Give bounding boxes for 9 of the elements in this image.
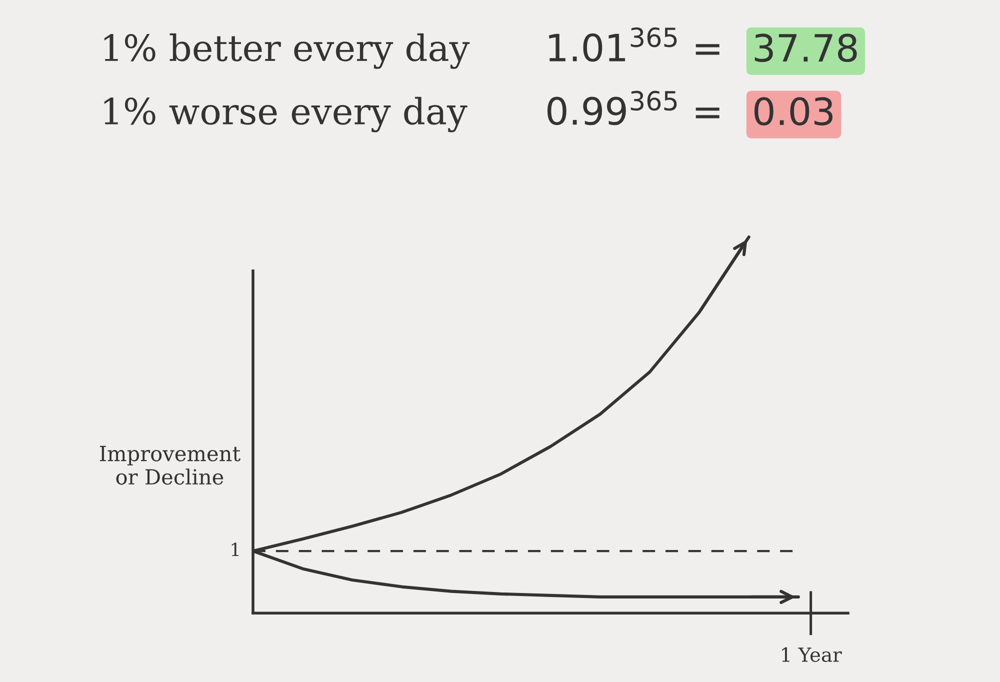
text: 0.99$^{365}$ = <box>547 90 720 126</box>
text: 1 Year <box>782 647 842 662</box>
text: 1 <box>232 542 239 556</box>
text: 1.01$^{365}$ = <box>549 27 720 62</box>
text: 1% worse every day <box>104 96 468 132</box>
text: 37.78 <box>754 34 857 62</box>
y-axis-title: Improvement or Decline <box>100 446 240 485</box>
text: 1% better every day <box>104 33 470 69</box>
text: 0.03 <box>754 97 832 126</box>
